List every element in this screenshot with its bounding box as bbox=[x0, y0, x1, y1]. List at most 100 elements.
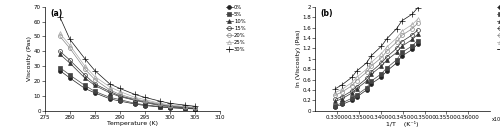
X-axis label: Temperature (K): Temperature (K) bbox=[107, 121, 158, 126]
10% bbox=[182, 107, 188, 109]
Line: 25%: 25% bbox=[58, 32, 196, 109]
Line: 5%: 5% bbox=[333, 39, 420, 107]
20% bbox=[57, 36, 63, 37]
20% bbox=[368, 65, 374, 67]
0% bbox=[368, 83, 374, 85]
15% bbox=[82, 74, 88, 76]
5% bbox=[364, 87, 370, 89]
15% bbox=[192, 107, 198, 109]
0% bbox=[394, 62, 400, 64]
0% bbox=[410, 49, 416, 50]
25% bbox=[348, 82, 354, 83]
30% bbox=[384, 38, 390, 40]
10% bbox=[414, 33, 420, 35]
15% bbox=[368, 71, 374, 72]
Line: 30%: 30% bbox=[332, 5, 420, 92]
Text: (b): (b) bbox=[320, 9, 333, 18]
30% bbox=[368, 55, 374, 56]
5% bbox=[384, 67, 390, 69]
10% bbox=[166, 106, 172, 107]
15% bbox=[332, 98, 338, 100]
0% bbox=[414, 43, 420, 45]
30% bbox=[410, 13, 416, 15]
0% bbox=[384, 70, 390, 72]
25% bbox=[410, 24, 416, 25]
20% bbox=[378, 57, 384, 58]
25% bbox=[107, 86, 113, 88]
30% bbox=[92, 70, 98, 71]
10% bbox=[354, 88, 360, 90]
Line: 15%: 15% bbox=[58, 49, 196, 110]
25% bbox=[399, 30, 405, 32]
5% bbox=[166, 107, 172, 108]
15% bbox=[142, 101, 148, 103]
30% bbox=[378, 45, 384, 47]
15% bbox=[117, 95, 123, 97]
25% bbox=[414, 18, 420, 20]
5% bbox=[182, 107, 188, 109]
Line: 15%: 15% bbox=[333, 28, 420, 101]
5% bbox=[414, 40, 420, 41]
Line: 5%: 5% bbox=[58, 66, 196, 111]
10% bbox=[156, 105, 162, 106]
30% bbox=[82, 58, 88, 60]
25% bbox=[117, 91, 123, 92]
5% bbox=[67, 74, 73, 76]
0% bbox=[399, 55, 405, 57]
5% bbox=[339, 102, 345, 104]
25% bbox=[394, 37, 400, 39]
10% bbox=[132, 99, 138, 101]
20% bbox=[348, 85, 354, 87]
15% bbox=[410, 34, 416, 36]
10% bbox=[339, 98, 345, 99]
5% bbox=[142, 104, 148, 106]
25% bbox=[384, 46, 390, 48]
30% bbox=[182, 104, 188, 106]
25% bbox=[92, 76, 98, 77]
30% bbox=[142, 97, 148, 98]
20% bbox=[182, 106, 188, 108]
25% bbox=[166, 104, 172, 106]
5% bbox=[394, 59, 400, 61]
20% bbox=[142, 100, 148, 102]
30% bbox=[394, 28, 400, 29]
15% bbox=[107, 91, 113, 92]
Line: 30%: 30% bbox=[57, 14, 198, 109]
5% bbox=[82, 85, 88, 86]
15% bbox=[57, 50, 63, 52]
5% bbox=[332, 105, 338, 106]
20% bbox=[394, 41, 400, 43]
30% bbox=[166, 102, 172, 104]
10% bbox=[142, 102, 148, 103]
Y-axis label: Viscosity (Pas): Viscosity (Pas) bbox=[28, 36, 32, 81]
30% bbox=[156, 100, 162, 102]
10% bbox=[348, 92, 354, 94]
Line: 0%: 0% bbox=[58, 69, 196, 111]
25% bbox=[339, 89, 345, 90]
Line: 0%: 0% bbox=[333, 42, 420, 109]
15% bbox=[348, 90, 354, 92]
15% bbox=[399, 41, 405, 42]
0% bbox=[339, 104, 345, 105]
20% bbox=[67, 48, 73, 49]
15% bbox=[354, 86, 360, 88]
20% bbox=[364, 71, 370, 73]
5% bbox=[107, 97, 113, 98]
30% bbox=[107, 83, 113, 85]
15% bbox=[414, 29, 420, 31]
Legend: 0%, 5%, 10%, 15%, 20%, 25%, 30%: 0%, 5%, 10%, 15%, 20%, 25%, 30% bbox=[496, 4, 500, 52]
20% bbox=[339, 91, 345, 93]
0% bbox=[182, 108, 188, 109]
5% bbox=[57, 67, 63, 68]
5% bbox=[378, 73, 384, 75]
0% bbox=[107, 98, 113, 100]
Line: 25%: 25% bbox=[333, 17, 420, 94]
5% bbox=[354, 94, 360, 96]
30% bbox=[67, 39, 73, 40]
15% bbox=[364, 78, 370, 79]
20% bbox=[354, 80, 360, 81]
15% bbox=[132, 99, 138, 100]
5% bbox=[156, 106, 162, 107]
5% bbox=[92, 91, 98, 92]
10% bbox=[399, 45, 405, 47]
